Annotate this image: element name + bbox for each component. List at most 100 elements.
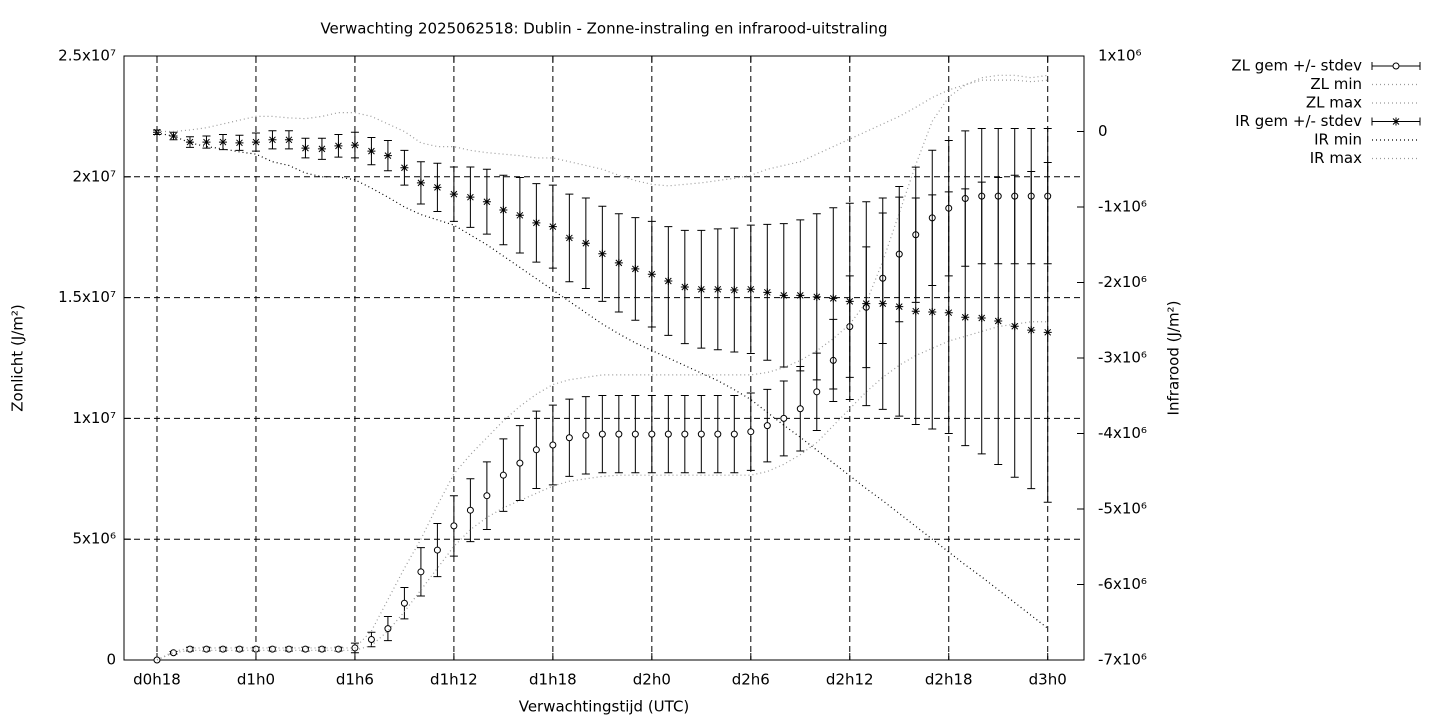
data-point (384, 625, 392, 633)
data-point (812, 292, 821, 301)
data-point (202, 138, 211, 147)
legend-label: ZL min (1310, 75, 1362, 93)
data-point (516, 459, 524, 467)
data-point (747, 428, 755, 436)
x-tick-label: d1h18 (529, 671, 577, 689)
data-point (647, 270, 656, 279)
legend-swatch (1392, 62, 1400, 70)
data-point (928, 307, 937, 316)
x-tick-label: d2h12 (826, 671, 874, 689)
data-point (483, 492, 491, 500)
data-point (548, 222, 557, 231)
data-point (268, 135, 277, 144)
data-point (466, 506, 474, 514)
data-point (301, 144, 310, 153)
data-point (994, 317, 1003, 326)
data-point (681, 430, 689, 438)
plot-border (123, 55, 1085, 661)
data-point (416, 178, 425, 187)
x-tick-label: d3h0 (1029, 671, 1067, 689)
data-point (450, 522, 458, 530)
data-point (631, 430, 639, 438)
data-point (813, 388, 821, 396)
data-point (284, 135, 293, 144)
data-point (664, 276, 673, 285)
data-point (185, 138, 194, 147)
data-point (614, 258, 623, 267)
y2-tick-label: -2x10⁶ (1098, 273, 1147, 291)
legend-swatch (1392, 117, 1400, 126)
data-point (1027, 326, 1036, 335)
data-point (317, 144, 326, 153)
data-point (565, 434, 573, 442)
y2-tick-label: -1x10⁶ (1098, 198, 1147, 216)
data-point (581, 239, 590, 248)
data-point (763, 288, 772, 297)
data-point (515, 211, 524, 220)
data-point (730, 286, 739, 295)
data-point (449, 190, 458, 199)
data-point (1010, 322, 1019, 331)
y2-tick-label: -7x10⁶ (1098, 651, 1147, 669)
x-tick-label: d0h18 (133, 671, 181, 689)
y-tick-label: 0 (106, 651, 116, 669)
data-point (285, 645, 293, 653)
y2-axis-label: Infrarood (J/m²) (1165, 301, 1183, 416)
data-point (944, 308, 953, 317)
data-point (680, 283, 689, 292)
data-point (697, 285, 706, 294)
data-point (582, 431, 590, 439)
data-point (334, 645, 342, 653)
data-point (433, 546, 441, 554)
data-point (631, 264, 640, 273)
data-point (895, 302, 904, 311)
data-point (499, 471, 507, 479)
y-axis-label: Zonlicht (J/m²) (9, 304, 27, 412)
data-point (615, 430, 623, 438)
data-point (532, 446, 540, 454)
data-point (829, 294, 838, 303)
data-line (156, 132, 1049, 629)
data-point (301, 645, 309, 653)
data-point (252, 645, 260, 653)
y-tick-label: 1.5x10⁷ (58, 288, 116, 306)
y2-tick-label: 0 (1098, 122, 1108, 140)
x-tick-label: d1h12 (430, 671, 478, 689)
data-point (911, 307, 920, 316)
y-tick-label: 2.5x10⁷ (58, 47, 116, 65)
data-point (862, 299, 871, 308)
y2-tick-label: -4x10⁶ (1098, 424, 1147, 442)
data-point (763, 422, 771, 430)
data-point (713, 285, 722, 294)
y2-tick-label: 1x10⁶ (1098, 47, 1142, 65)
data-point (417, 568, 425, 576)
data-point (598, 430, 606, 438)
data-point (334, 141, 343, 150)
x-tick-label: d2h6 (732, 671, 770, 689)
data-point (367, 636, 375, 643)
data-point (350, 141, 359, 150)
data-point (400, 599, 408, 607)
y-tick-label: 1x10⁷ (72, 409, 116, 427)
y2-tick-label: -5x10⁶ (1098, 500, 1147, 518)
data-point (499, 206, 508, 215)
x-tick-label: d2h18 (925, 671, 973, 689)
data-point (202, 645, 210, 653)
y-tick-label: 2x10⁷ (72, 167, 116, 185)
data-point (796, 291, 805, 300)
x-tick-label: d1h0 (237, 671, 275, 689)
chart-title: Verwachting 2025062518: Dublin - Zonne-i… (320, 20, 887, 38)
x-tick-label: d2h0 (633, 671, 671, 689)
data-point (318, 645, 326, 653)
data-point (796, 405, 804, 413)
data-point (845, 297, 854, 306)
data-point (664, 430, 672, 438)
legend-label: IR max (1310, 149, 1362, 167)
x-tick-label: d1h6 (336, 671, 374, 689)
data-point (780, 414, 788, 422)
data-point (466, 193, 475, 202)
legend-label: ZL gem +/- stdev (1231, 57, 1362, 75)
data-point (532, 218, 541, 227)
data-point (400, 163, 409, 172)
